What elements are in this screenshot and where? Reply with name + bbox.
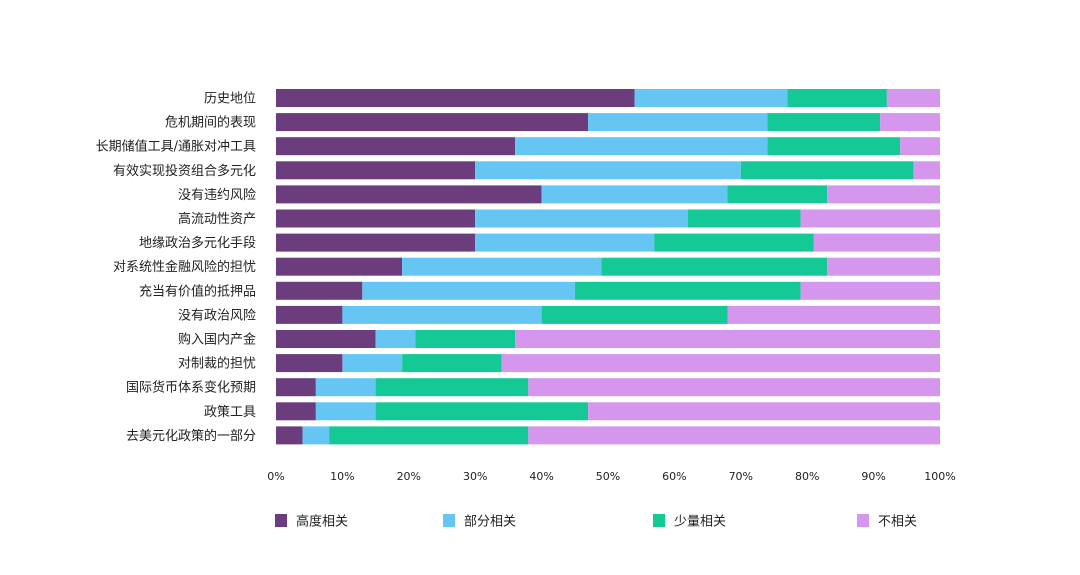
category-label: 长期储值工具/通胀对冲工具	[96, 139, 256, 155]
category-labels-group: 历史地位危机期间的表现长期储值工具/通胀对冲工具有效实现投资组合多元化没有违约风…	[96, 92, 256, 444]
bar-segment-14-4	[588, 402, 940, 421]
category-label: 购入国内产金	[178, 332, 256, 348]
category-label: 地缘政治多元化手段	[139, 235, 256, 251]
bar-segment-11-3	[415, 330, 516, 348]
bar-segment-9-2	[362, 281, 575, 300]
bar-segment-2-1	[276, 113, 589, 132]
bar-segment-10-3	[541, 305, 728, 324]
bar-segment-9-3	[574, 281, 801, 300]
bar-segment-12-1	[276, 354, 343, 373]
category-label: 对系统性金融风险的担忧	[113, 259, 256, 275]
category-label: 政策工具	[204, 404, 256, 420]
bar-segment-8-1	[276, 257, 403, 276]
x-tick-label: 0%	[267, 470, 284, 483]
bar-segment-13-3	[375, 378, 529, 397]
bar-segment-12-3	[402, 354, 502, 373]
bar-segment-12-4	[501, 354, 940, 373]
bar-segment-1-3	[787, 89, 887, 107]
bar-segment-5-4	[827, 185, 940, 204]
legend-label-3: 少量相关	[674, 515, 726, 530]
bar-segment-11-4	[515, 330, 940, 348]
legend-swatch-1	[275, 514, 287, 527]
x-tick-label: 50%	[596, 470, 620, 483]
bar-segment-2-2	[588, 113, 768, 132]
category-label: 没有政治风险	[178, 308, 256, 323]
bar-segment-3-4	[900, 137, 940, 156]
x-tick-label: 20%	[397, 470, 421, 483]
bar-segment-6-2	[475, 209, 688, 228]
legend-label-1: 高度相关	[296, 514, 348, 530]
bar-segment-11-2	[375, 330, 416, 348]
category-label: 危机期间的表现	[165, 115, 256, 131]
bar-segment-4-3	[740, 161, 914, 180]
bar-segment-3-1	[276, 137, 516, 156]
x-tick-label: 70%	[729, 470, 753, 483]
category-label: 没有违约风险	[178, 188, 256, 203]
legend: 高度相关 部分相关 少量相关 不相关	[275, 514, 917, 530]
category-label: 去美元化政策的一部分	[126, 428, 256, 444]
category-label: 国际货币体系变化预期	[126, 380, 256, 396]
bar-segment-4-2	[475, 161, 741, 180]
bar-segment-11-1	[276, 330, 376, 348]
bar-segment-4-4	[913, 161, 940, 180]
bar-segment-12-2	[342, 354, 403, 373]
bar-segment-3-2	[515, 137, 768, 156]
category-label: 对制裁的担忧	[178, 356, 256, 372]
bar-segment-9-1	[276, 281, 363, 300]
bar-segment-13-4	[528, 378, 940, 397]
bar-segment-4-1	[276, 161, 476, 180]
x-tick-label: 10%	[330, 470, 354, 483]
x-tick-label: 80%	[795, 470, 819, 483]
bar-segment-1-4	[886, 89, 940, 107]
legend-swatch-4	[857, 514, 869, 527]
bar-segment-6-3	[687, 209, 801, 228]
bar-segment-8-2	[402, 257, 602, 276]
bar-segment-2-3	[767, 113, 881, 132]
bar-segment-7-1	[276, 233, 476, 252]
legend-label-4: 不相关	[878, 515, 917, 530]
bar-segment-14-1	[276, 402, 316, 421]
bar-segment-10-1	[276, 305, 343, 324]
x-tick-label: 40%	[529, 470, 553, 483]
bar-segment-5-1	[276, 185, 542, 204]
bar-segment-14-3	[375, 402, 589, 421]
category-label: 有效实现投资组合多元化	[113, 163, 256, 179]
x-tick-label: 30%	[463, 470, 487, 483]
category-label: 高流动性资产	[178, 211, 256, 227]
x-axis-ticks-group: 0% 10% 20% 30% 40% 50% 60% 70% 80% 90% 100%	[267, 470, 955, 483]
category-label: 充当有价值的抵押品	[139, 283, 256, 299]
bar-segment-15-1	[276, 426, 303, 445]
bar-segment-6-1	[276, 209, 476, 228]
bar-segment-10-4	[727, 305, 940, 324]
x-tick-label: 100%	[924, 470, 955, 483]
bar-segment-1-2	[634, 89, 788, 107]
bar-segment-7-3	[654, 233, 814, 252]
bar-segment-2-4	[880, 113, 940, 132]
bar-segment-1-1	[276, 89, 635, 107]
bar-segment-14-2	[315, 402, 376, 421]
bar-segment-9-4	[800, 281, 940, 300]
bar-segment-5-3	[727, 185, 828, 204]
bar-segment-10-2	[342, 305, 542, 324]
bars-group	[276, 89, 940, 445]
category-label: 历史地位	[204, 92, 256, 107]
bar-segment-3-3	[767, 137, 901, 156]
legend-swatch-2	[443, 514, 455, 527]
bar-segment-7-4	[813, 233, 940, 252]
bar-segment-15-3	[329, 426, 529, 445]
bar-segment-13-2	[315, 378, 376, 397]
x-tick-label: 90%	[861, 470, 885, 483]
bar-segment-6-4	[800, 209, 940, 228]
x-tick-label: 60%	[662, 470, 686, 483]
bar-segment-5-2	[541, 185, 728, 204]
bar-segment-13-1	[276, 378, 316, 397]
bar-segment-8-4	[827, 257, 940, 276]
bar-segment-15-2	[302, 426, 330, 445]
bar-segment-8-3	[601, 257, 828, 276]
legend-label-2: 部分相关	[464, 515, 516, 530]
bar-segment-15-4	[528, 426, 940, 445]
legend-swatch-3	[653, 514, 665, 527]
bar-segment-7-2	[475, 233, 655, 252]
